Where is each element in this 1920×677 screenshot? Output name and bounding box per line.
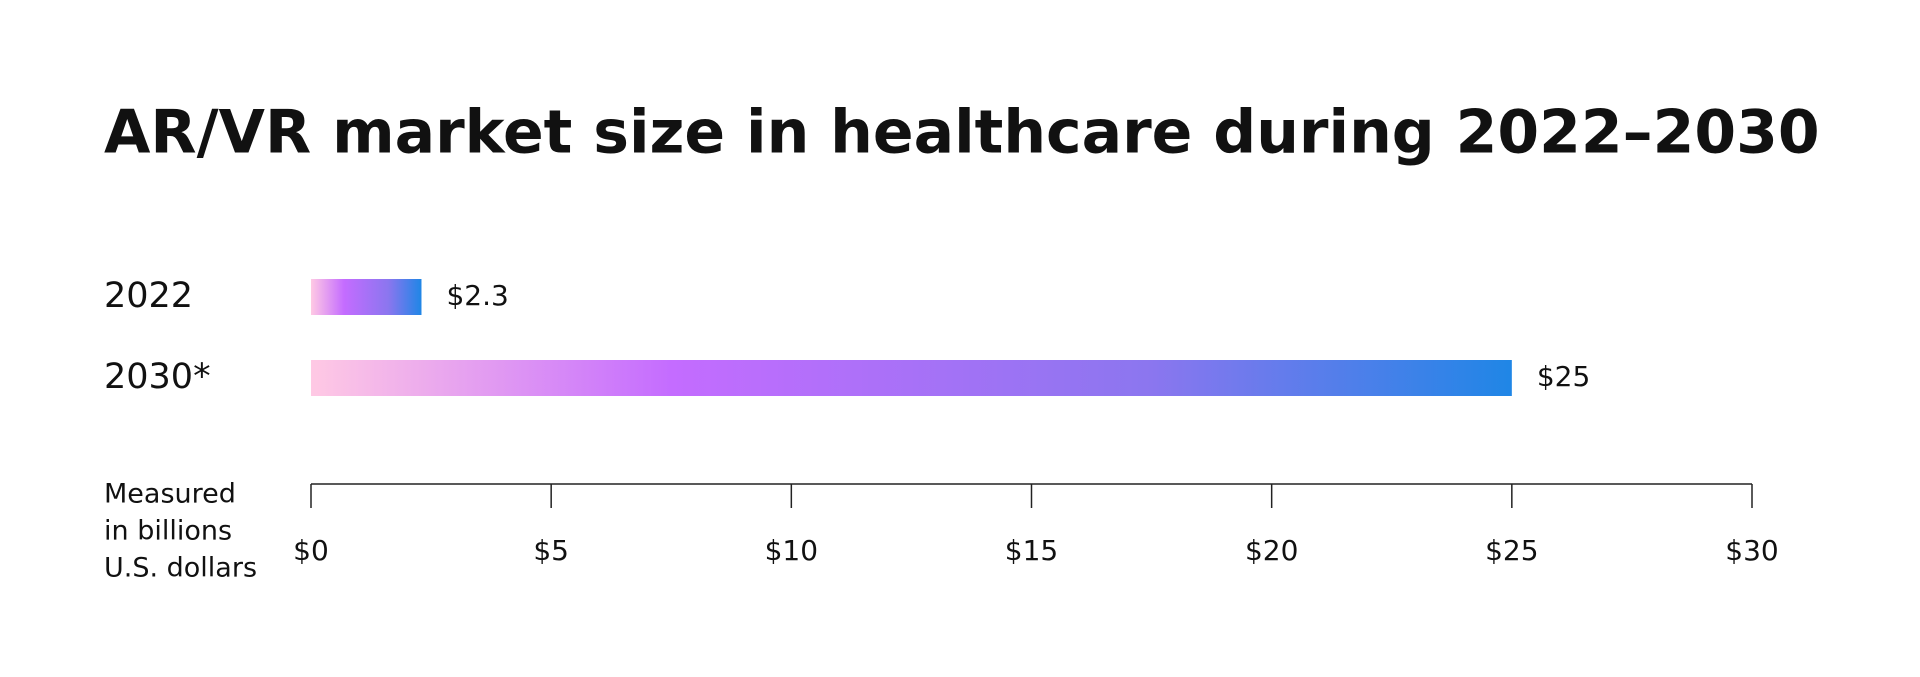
category-label: 2030* bbox=[104, 357, 211, 397]
bar bbox=[311, 360, 1512, 396]
axis-note: in billions bbox=[104, 516, 232, 547]
bar bbox=[311, 279, 422, 315]
value-label: $2.3 bbox=[446, 279, 508, 312]
axis-note: Measured bbox=[104, 479, 236, 510]
chart-title: AR/VR market size in healthcare during 2… bbox=[104, 98, 1820, 168]
category-label: 2022 bbox=[104, 276, 193, 316]
value-label: $25 bbox=[1537, 360, 1590, 393]
axis-note: U.S. dollars bbox=[104, 553, 257, 584]
x-tick-label: $5 bbox=[533, 534, 569, 567]
x-tick-label: $0 bbox=[293, 534, 329, 567]
x-tick-label: $25 bbox=[1485, 534, 1538, 567]
x-tick-label: $30 bbox=[1725, 534, 1778, 567]
x-tick-label: $20 bbox=[1245, 534, 1298, 567]
x-tick-label: $10 bbox=[765, 534, 818, 567]
x-tick-label: $15 bbox=[1005, 534, 1058, 567]
